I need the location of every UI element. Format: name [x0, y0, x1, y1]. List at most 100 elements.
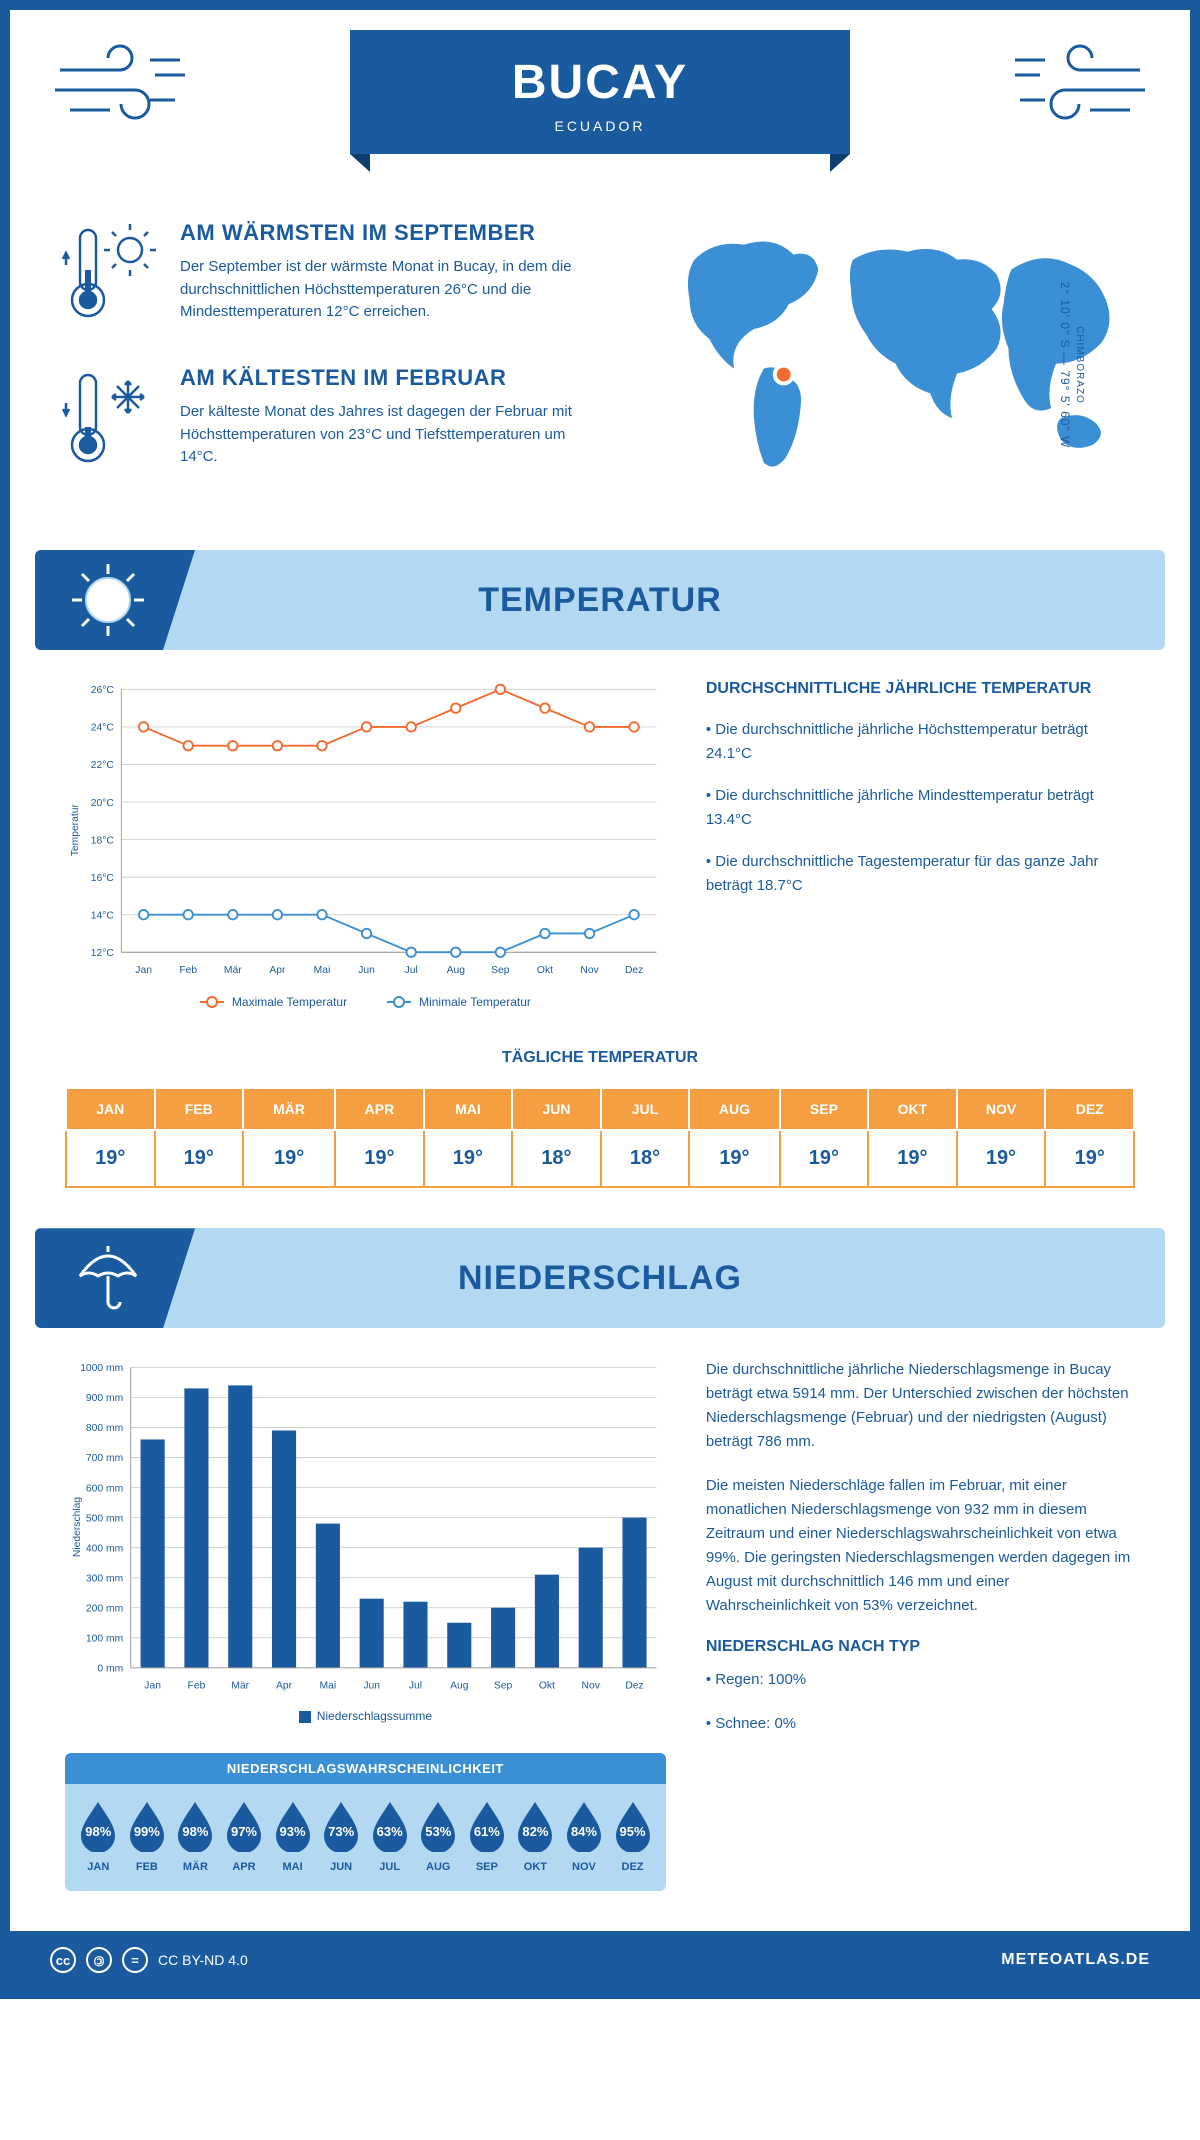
svg-text:Mai: Mai	[314, 965, 331, 976]
thermometer-snow-icon	[60, 365, 160, 480]
probability-drop: 63% JUL	[366, 1798, 413, 1873]
svg-text:Okt: Okt	[539, 1681, 555, 1692]
svg-text:Jun: Jun	[363, 1681, 380, 1692]
svg-text:16°C: 16°C	[91, 873, 115, 884]
probability-drop: 93% MAI	[269, 1798, 316, 1873]
warmest-text: Der September ist der wärmste Monat in B…	[180, 256, 605, 324]
infographic-frame: BUCAY ECUADOR	[0, 0, 1200, 1999]
temperature-line-chart: Temperatur12°C14°C16°C18°C20°C22°C24°C26…	[65, 680, 666, 980]
probability-panel: NIEDERSCHLAGSWAHRSCHEINLICHKEIT 98% JAN …	[65, 1753, 666, 1891]
table-header: FEB	[155, 1088, 244, 1130]
probability-heading: NIEDERSCHLAGSWAHRSCHEINLICHKEIT	[65, 1753, 666, 1784]
svg-text:Aug: Aug	[450, 1681, 469, 1692]
probability-drop: 98% JAN	[75, 1798, 122, 1873]
svg-text:Feb: Feb	[179, 965, 197, 976]
svg-text:Mär: Mär	[231, 1681, 249, 1692]
temp-info-heading: DURCHSCHNITTLICHE JÄHRLICHE TEMPERATUR	[706, 680, 1135, 698]
svg-text:Temperatur: Temperatur	[70, 804, 81, 857]
table-header: AUG	[689, 1088, 779, 1130]
coldest-fact: AM KÄLTESTEN IM FEBRUAR Der kälteste Mon…	[60, 365, 605, 480]
brand-name: METEOATLAS.DE	[1001, 1951, 1150, 1969]
svg-text:Jul: Jul	[409, 1681, 422, 1692]
precipitation-banner: NIEDERSCHLAG	[35, 1228, 1165, 1328]
table-cell: 19°	[957, 1130, 1046, 1187]
probability-drop: 61% SEP	[464, 1798, 511, 1873]
svg-text:Okt: Okt	[537, 965, 553, 976]
precip-legend: Niederschlagssumme	[65, 1709, 666, 1723]
svg-text:22°C: 22°C	[91, 760, 115, 771]
probability-drop: 98% MÄR	[172, 1798, 219, 1873]
probability-drop: 84% NOV	[561, 1798, 608, 1873]
thermometer-sun-icon	[60, 220, 160, 335]
cc-icon: cc	[50, 1947, 76, 1973]
nd-icon: =	[122, 1947, 148, 1973]
probability-drop: 53% AUG	[415, 1798, 462, 1873]
svg-text:Mai: Mai	[320, 1681, 337, 1692]
title-banner: BUCAY ECUADOR	[350, 30, 850, 154]
svg-text:18°C: 18°C	[91, 835, 115, 846]
table-header: OKT	[868, 1088, 957, 1130]
precip-p1: Die durchschnittliche jährliche Niedersc…	[706, 1358, 1135, 1454]
precip-type-heading: NIEDERSCHLAG NACH TYP	[706, 1638, 1135, 1656]
svg-text:300 mm: 300 mm	[86, 1574, 123, 1585]
table-cell: 19°	[1045, 1130, 1134, 1187]
table-cell: 19°	[689, 1130, 779, 1187]
temp-legend: Maximale Temperatur Minimale Temperatur	[65, 995, 666, 1009]
table-cell: 19°	[243, 1130, 335, 1187]
section-title: NIEDERSCHLAG	[458, 1259, 742, 1298]
svg-text:Dez: Dez	[625, 1681, 643, 1692]
svg-text:100 mm: 100 mm	[86, 1634, 123, 1645]
svg-text:Nov: Nov	[580, 965, 599, 976]
section-title: TEMPERATUR	[478, 581, 722, 620]
coldest-title: AM KÄLTESTEN IM FEBRUAR	[180, 365, 605, 391]
svg-text:Sep: Sep	[494, 1681, 513, 1692]
temp-info-b1: • Die durchschnittliche jährliche Höchst…	[706, 718, 1135, 766]
table-cell: 19°	[155, 1130, 244, 1187]
svg-text:Niederschlag: Niederschlag	[72, 1497, 83, 1557]
table-cell: 19°	[868, 1130, 957, 1187]
svg-text:600 mm: 600 mm	[86, 1484, 123, 1495]
precip-p2: Die meisten Niederschläge fallen im Febr…	[706, 1474, 1135, 1618]
svg-text:20°C: 20°C	[91, 798, 115, 809]
temperature-banner: TEMPERATUR	[35, 550, 1165, 650]
warmest-fact: AM WÄRMSTEN IM SEPTEMBER Der September i…	[60, 220, 605, 335]
svg-text:0 mm: 0 mm	[97, 1664, 123, 1675]
table-cell: 19°	[780, 1130, 869, 1187]
svg-text:500 mm: 500 mm	[86, 1514, 123, 1525]
svg-text:800 mm: 800 mm	[86, 1424, 123, 1435]
svg-text:1000 mm: 1000 mm	[80, 1364, 123, 1375]
svg-text:400 mm: 400 mm	[86, 1544, 123, 1555]
svg-text:Dez: Dez	[625, 965, 643, 976]
svg-text:Feb: Feb	[188, 1681, 206, 1692]
probability-drop: 97% APR	[221, 1798, 268, 1873]
temp-info-b2: • Die durchschnittliche jährliche Mindes…	[706, 784, 1135, 832]
country-subtitle: ECUADOR	[370, 118, 830, 134]
coldest-text: Der kälteste Monat des Jahres ist dagege…	[180, 401, 605, 469]
table-header: MAI	[424, 1088, 513, 1130]
warmest-title: AM WÄRMSTEN IM SEPTEMBER	[180, 220, 605, 246]
svg-text:Mär: Mär	[224, 965, 242, 976]
probability-drop: 99% FEB	[124, 1798, 171, 1873]
sun-icon	[68, 560, 148, 640]
map-marker-icon	[775, 366, 793, 384]
svg-text:Apr: Apr	[269, 965, 286, 976]
table-header: JAN	[66, 1088, 155, 1130]
table-header: APR	[335, 1088, 424, 1130]
svg-text:Aug: Aug	[447, 965, 466, 976]
table-header: DEZ	[1045, 1088, 1134, 1130]
svg-text:200 mm: 200 mm	[86, 1604, 123, 1615]
daily-temp-table: JANFEBMÄRAPRMAIJUNJULAUGSEPOKTNOVDEZ 19°…	[65, 1087, 1135, 1188]
wind-icon	[1010, 40, 1150, 135]
probability-drop: 73% JUN	[318, 1798, 365, 1873]
svg-text:24°C: 24°C	[91, 723, 115, 734]
precip-rain: • Regen: 100%	[706, 1668, 1135, 1692]
license-text: CC BY-ND 4.0	[158, 1952, 248, 1968]
table-header: NOV	[957, 1088, 1046, 1130]
probability-drop: 95% DEZ	[609, 1798, 656, 1873]
table-cell: 19°	[66, 1130, 155, 1187]
intro-row: AM WÄRMSTEN IM SEPTEMBER Der September i…	[10, 190, 1190, 550]
umbrella-icon	[68, 1238, 148, 1318]
svg-text:Jun: Jun	[358, 965, 375, 976]
svg-text:Nov: Nov	[582, 1681, 601, 1692]
svg-text:Apr: Apr	[276, 1681, 293, 1692]
